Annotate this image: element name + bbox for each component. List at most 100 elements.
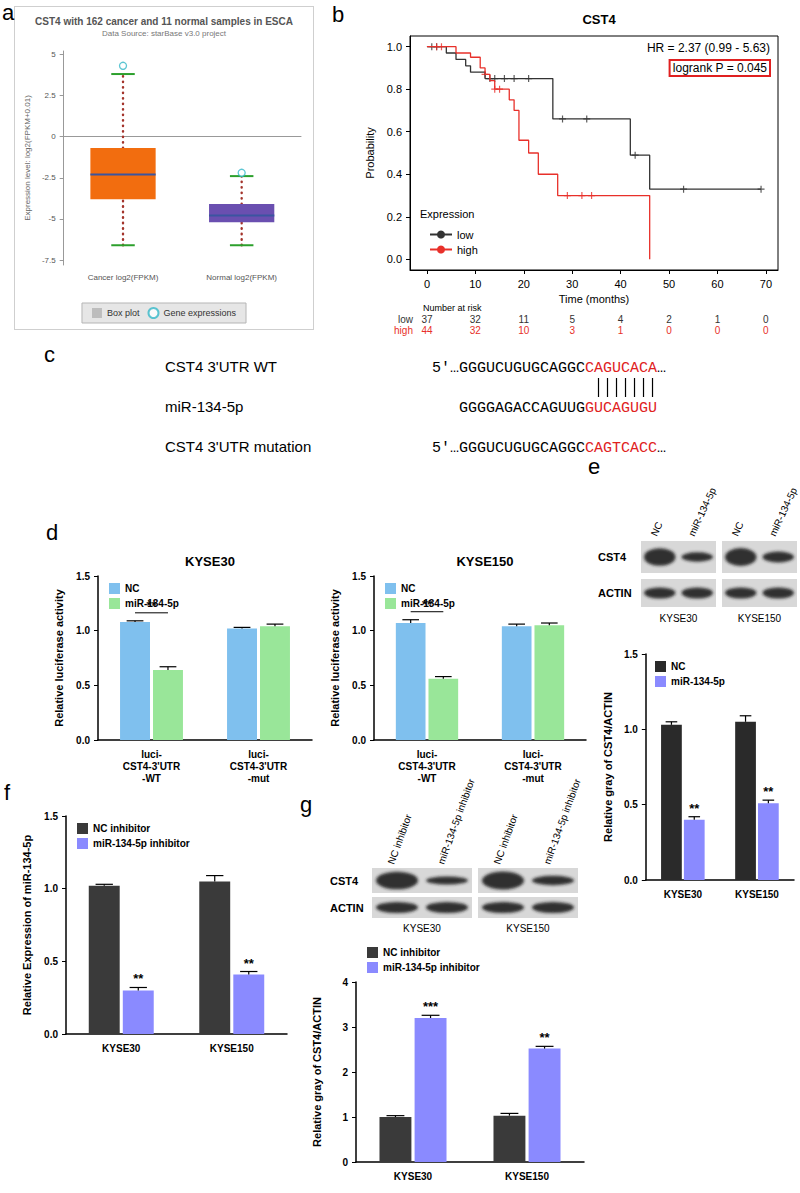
svg-text:NC inhibitor: NC inhibitor	[386, 812, 414, 865]
svg-text:CST4 3'UTR WT: CST4 3'UTR WT	[165, 358, 277, 375]
svg-text:0: 0	[51, 132, 56, 141]
svg-text:-mut: -mut	[248, 773, 270, 784]
svg-text:miR-134-5p: miR-134-5p	[671, 676, 725, 687]
svg-text:0.5: 0.5	[76, 680, 90, 691]
svg-text:NC: NC	[730, 520, 746, 538]
svg-text:Number at risk: Number at risk	[423, 303, 482, 313]
svg-text:10: 10	[518, 325, 530, 336]
svg-text:miR-134-5p inhibitor: miR-134-5p inhibitor	[436, 777, 477, 866]
svg-text:miR-134-5p: miR-134-5p	[767, 485, 799, 537]
svg-text:-7.5: -7.5	[42, 256, 56, 265]
svg-text:Normal log2(FPKM): Normal log2(FPKM)	[206, 273, 277, 282]
svg-text:4: 4	[618, 314, 624, 325]
svg-text:Time (months): Time (months)	[559, 293, 630, 305]
svg-text:1: 1	[618, 325, 624, 336]
svg-text:CST4 with 162 cancer and 11 no: CST4 with 162 cancer and 11 normal sampl…	[35, 16, 293, 27]
svg-text:Box plot: Box plot	[107, 308, 140, 318]
svg-text:0: 0	[715, 325, 721, 336]
svg-text:KYSE30: KYSE30	[660, 613, 698, 624]
svg-text:NC: NC	[649, 520, 665, 538]
svg-text:32: 32	[470, 314, 482, 325]
svg-text:CST4-3'UTR: CST4-3'UTR	[123, 761, 181, 772]
svg-text:GUCAGUGU: GUCAGUGU	[585, 400, 657, 417]
svg-text:1.5: 1.5	[76, 571, 90, 582]
svg-text:CST4-3'UTR: CST4-3'UTR	[504, 761, 562, 772]
svg-text:3: 3	[569, 325, 575, 336]
svg-text:0.0: 0.0	[624, 875, 638, 886]
svg-text:40: 40	[615, 278, 627, 290]
svg-text:1.0: 1.0	[352, 625, 366, 636]
svg-text:**: **	[244, 956, 255, 971]
svg-text:CST4: CST4	[598, 551, 627, 563]
svg-text:0.2: 0.2	[387, 211, 402, 223]
svg-text:luci-: luci-	[248, 749, 269, 760]
svg-text:Relative Expression of miR-134: Relative Expression of miR-134-5p	[21, 835, 33, 1016]
svg-text:ACTIN: ACTIN	[598, 587, 632, 599]
svg-text:1.0: 1.0	[387, 41, 402, 53]
svg-text:20: 20	[518, 278, 530, 290]
svg-text:0.0: 0.0	[44, 1029, 58, 1040]
svg-text:Relative luciferase activity: Relative luciferase activity	[53, 588, 65, 726]
svg-text:KYSE30: KYSE30	[664, 889, 703, 900]
svg-text:ACTIN: ACTIN	[330, 902, 364, 914]
svg-text:2: 2	[342, 1067, 348, 1078]
svg-text:***: ***	[423, 999, 439, 1014]
svg-text:1.0: 1.0	[44, 883, 58, 894]
svg-text:miR-134-5p: miR-134-5p	[686, 485, 718, 537]
svg-text:**: **	[689, 801, 700, 816]
svg-text:1: 1	[342, 1112, 348, 1123]
svg-text:2: 2	[666, 314, 672, 325]
svg-text:GGGGAGACCAGUUG: GGGGAGACCAGUUG	[459, 400, 585, 417]
svg-text:0.0: 0.0	[76, 735, 90, 746]
svg-text:5'…GGGUCUGUGCAGGC: 5'…GGGUCUGUGCAGGC	[432, 360, 585, 377]
svg-text:high: high	[394, 325, 413, 336]
svg-text:high: high	[457, 244, 478, 256]
svg-text:KYSE150: KYSE150	[210, 1043, 254, 1054]
svg-text:KYSE150: KYSE150	[506, 923, 550, 934]
svg-text:d: d	[46, 520, 58, 545]
svg-text:**: **	[146, 598, 157, 613]
svg-text:0: 0	[763, 325, 769, 336]
svg-text:f: f	[4, 780, 11, 805]
svg-text:5'…GGGUCUGUGCAGGC: 5'…GGGUCUGUGCAGGC	[432, 440, 585, 457]
svg-text:30: 30	[566, 278, 578, 290]
svg-text:KYSE150: KYSE150	[456, 554, 513, 569]
svg-text:Expression: Expression	[420, 208, 474, 220]
svg-text:logrank P = 0.045: logrank P = 0.045	[673, 61, 768, 75]
svg-text:NC: NC	[401, 583, 415, 594]
svg-text:low: low	[457, 229, 474, 241]
svg-text:luci-: luci-	[141, 749, 162, 760]
svg-text:Relative gray of CST4/ACTIN: Relative gray of CST4/ACTIN	[602, 692, 614, 842]
svg-text:**: **	[422, 597, 433, 612]
svg-text:Expression level: log2(FPKM+0.: Expression level: log2(FPKM+0.01)	[23, 95, 32, 221]
svg-text:0.0: 0.0	[387, 253, 402, 265]
svg-text:Relative gray of CST4/ACTIN: Relative gray of CST4/ACTIN	[311, 997, 323, 1147]
svg-text:0.6: 0.6	[387, 126, 402, 138]
svg-text:32: 32	[470, 325, 482, 336]
svg-text:g: g	[300, 792, 312, 817]
svg-text:KYSE30: KYSE30	[102, 1043, 141, 1054]
svg-text:KYSE150: KYSE150	[735, 889, 779, 900]
svg-text:1.0: 1.0	[624, 724, 638, 735]
svg-text:Cancer log2(FPKM): Cancer log2(FPKM)	[88, 273, 159, 282]
svg-text:1: 1	[715, 314, 721, 325]
svg-text:CAGUCACA: CAGUCACA	[585, 360, 657, 377]
svg-text:0.5: 0.5	[44, 956, 58, 967]
svg-text:NC inhibitor: NC inhibitor	[383, 947, 440, 958]
svg-text:44: 44	[421, 325, 433, 336]
svg-text:KYSE150: KYSE150	[738, 613, 782, 624]
svg-text:KYSE30: KYSE30	[185, 554, 235, 569]
svg-text:-WT: -WT	[418, 773, 437, 784]
svg-text:70: 70	[760, 278, 772, 290]
svg-text:CST4 3'UTR mutation: CST4 3'UTR mutation	[165, 438, 311, 455]
svg-text:low: low	[398, 314, 414, 325]
svg-text:0.0: 0.0	[352, 735, 366, 746]
svg-text:37: 37	[421, 314, 433, 325]
svg-text:-5: -5	[49, 214, 57, 223]
svg-text:KYSE150: KYSE150	[505, 1171, 549, 1182]
svg-text:0.5: 0.5	[352, 680, 366, 691]
svg-text:11: 11	[519, 314, 530, 325]
svg-text:2.5: 2.5	[45, 91, 57, 100]
svg-text:50: 50	[663, 278, 675, 290]
svg-text:KYSE30: KYSE30	[394, 1171, 433, 1182]
